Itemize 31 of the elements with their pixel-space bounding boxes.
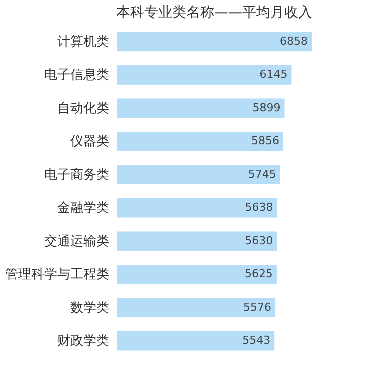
data-label: 5638 [245, 201, 274, 214]
bar [117, 98, 285, 118]
y-tick-label: 财政学类 [58, 334, 110, 350]
bar [117, 165, 280, 185]
bar [117, 232, 278, 251]
y-tick-label: 电子商务类 [44, 168, 110, 183]
bar [117, 331, 275, 351]
y-tick-label: 仪器类 [70, 134, 110, 150]
data-label: 6145 [260, 68, 288, 82]
y-tick-label: 金融学类 [58, 201, 110, 216]
bar [117, 298, 276, 318]
y-tick-label: 数学类 [70, 300, 110, 316]
data-label: 5745 [248, 168, 276, 181]
data-label: 5630 [245, 234, 274, 248]
bar [117, 198, 278, 218]
y-tick-label: 自动化类 [58, 101, 110, 116]
bar [117, 32, 312, 52]
data-label: 5899 [252, 101, 281, 114]
data-label: 5625 [244, 268, 273, 281]
chart-title: 本科专业类名称——平均月收入 [116, 5, 312, 21]
data-label: 5576 [244, 300, 272, 314]
bar [117, 132, 284, 152]
y-tick-label: 交通运输类 [44, 233, 110, 250]
y-tick-label: 计算机类 [58, 34, 110, 50]
data-label: 5543 [242, 334, 271, 348]
y-tick-label: 管理科学与工程类 [6, 268, 110, 283]
data-label: 6858 [280, 34, 308, 48]
y-tick-label: 电子信息类 [44, 68, 110, 84]
bar [117, 66, 292, 85]
bar [117, 264, 277, 284]
data-label: 5856 [252, 134, 280, 148]
